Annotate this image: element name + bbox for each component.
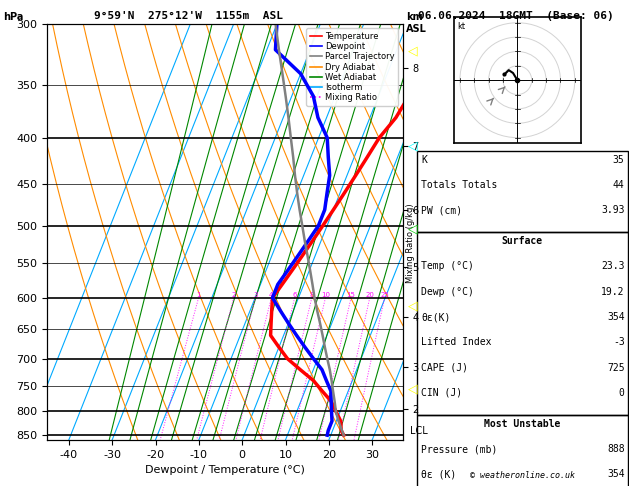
Text: 0: 0: [619, 388, 625, 398]
Text: 8: 8: [309, 292, 314, 298]
Text: 4: 4: [269, 292, 274, 298]
Text: 10: 10: [321, 292, 330, 298]
Text: kt: kt: [457, 22, 465, 31]
Text: ◁: ◁: [408, 45, 418, 57]
Text: PW (cm): PW (cm): [421, 205, 462, 215]
Text: Surface: Surface: [502, 236, 543, 246]
Text: 725: 725: [607, 363, 625, 373]
Text: Mixing Ratio (g/kg): Mixing Ratio (g/kg): [406, 203, 415, 283]
Text: Pressure (mb): Pressure (mb): [421, 444, 498, 454]
Text: ◁: ◁: [408, 382, 418, 395]
Text: θε(K): θε(K): [421, 312, 450, 322]
Text: CAPE (J): CAPE (J): [421, 363, 468, 373]
Text: K: K: [421, 155, 427, 165]
Text: ASL: ASL: [406, 24, 426, 35]
X-axis label: Dewpoint / Temperature (°C): Dewpoint / Temperature (°C): [145, 465, 305, 475]
Text: 6: 6: [292, 292, 297, 298]
Text: 44: 44: [613, 180, 625, 190]
Text: 06.06.2024  18GMT  (Base: 06): 06.06.2024 18GMT (Base: 06): [418, 11, 614, 21]
Text: 25: 25: [381, 292, 389, 298]
Text: 9°59'N  275°12'W  1155m  ASL: 9°59'N 275°12'W 1155m ASL: [94, 11, 283, 21]
Text: -3: -3: [613, 337, 625, 347]
Text: ◁: ◁: [408, 222, 418, 235]
Text: Dewp (°C): Dewp (°C): [421, 287, 474, 297]
Text: θε (K): θε (K): [421, 469, 457, 480]
Text: Temp (°C): Temp (°C): [421, 261, 474, 272]
Text: 20: 20: [365, 292, 374, 298]
Text: 354: 354: [607, 469, 625, 480]
Text: CIN (J): CIN (J): [421, 388, 462, 398]
Text: LCL: LCL: [409, 426, 428, 435]
Text: 15: 15: [347, 292, 355, 298]
Text: Most Unstable: Most Unstable: [484, 419, 560, 429]
Text: 35: 35: [613, 155, 625, 165]
Text: hPa: hPa: [3, 12, 23, 22]
Text: ◁: ◁: [408, 300, 418, 312]
Text: 19.2: 19.2: [601, 287, 625, 297]
Text: 23.3: 23.3: [601, 261, 625, 272]
Text: 2: 2: [231, 292, 236, 298]
Text: 1: 1: [196, 292, 201, 298]
Text: km: km: [406, 12, 422, 22]
Text: © weatheronline.co.uk: © weatheronline.co.uk: [470, 471, 575, 480]
Text: 3: 3: [253, 292, 258, 298]
Text: 3.93: 3.93: [601, 205, 625, 215]
Legend: Temperature, Dewpoint, Parcel Trajectory, Dry Adiabat, Wet Adiabat, Isotherm, Mi: Temperature, Dewpoint, Parcel Trajectory…: [306, 29, 398, 105]
Text: Lifted Index: Lifted Index: [421, 337, 492, 347]
Text: ◁: ◁: [408, 139, 418, 152]
Text: 888: 888: [607, 444, 625, 454]
Text: Totals Totals: Totals Totals: [421, 180, 498, 190]
Text: 354: 354: [607, 312, 625, 322]
